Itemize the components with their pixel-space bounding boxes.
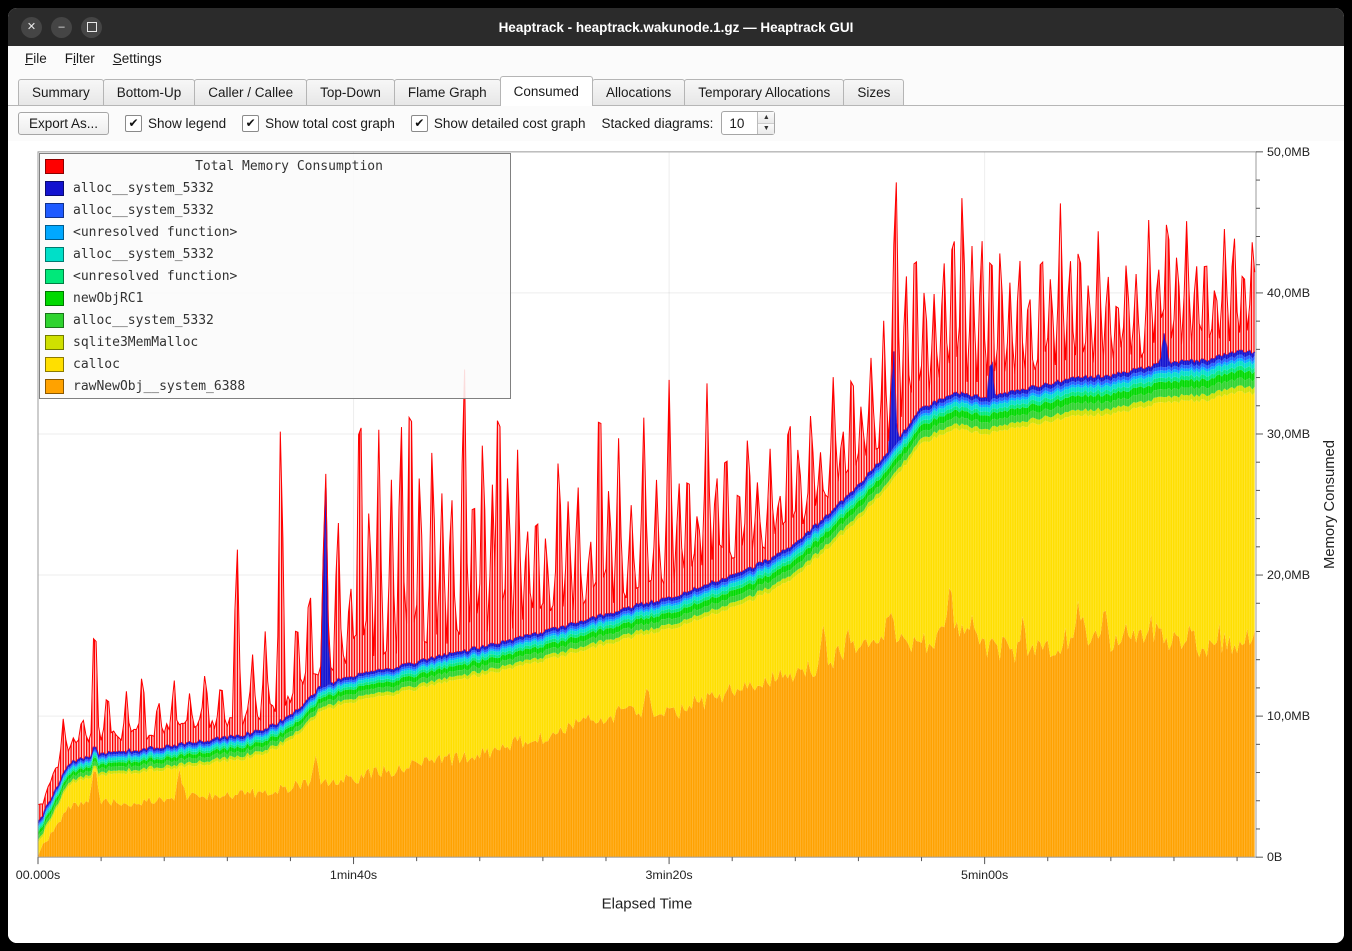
menubar: File Filter Settings (8, 46, 1344, 71)
tab-summary[interactable]: Summary (18, 79, 104, 105)
legend-swatch (45, 180, 64, 196)
stacked-diagrams-label: Stacked diagrams: (601, 115, 714, 131)
legend-item-label: newObjRC1 (73, 290, 144, 306)
tab-sizes[interactable]: Sizes (843, 79, 905, 105)
legend-item: <unresolved function> (40, 221, 510, 243)
legend-swatch (45, 356, 64, 372)
show-detailed-cost-checkbox[interactable]: ✔ Show detailed cost graph (410, 114, 586, 132)
y-tick-label: 30,0MB (1267, 427, 1310, 441)
stacked-diagrams-spinbox[interactable]: 10 ▲ ▼ (721, 111, 776, 135)
legend-item: alloc__system_5332 (40, 243, 510, 265)
show-total-cost-label: Show total cost graph (265, 115, 395, 131)
maximize-icon (86, 22, 97, 32)
tab-consumed[interactable]: Consumed (499, 76, 593, 106)
legend-swatch (45, 334, 64, 350)
checkbox-checked-icon: ✔ (125, 114, 143, 132)
x-tick-label: 3min20s (645, 868, 692, 882)
heaptrack-window: ✕ – Heaptrack - heaptrack.wakunode.1.gz … (8, 8, 1344, 943)
spin-up-icon: ▲ (762, 113, 770, 121)
legend-swatch (45, 158, 64, 174)
legend-item-label: alloc__system_5332 (73, 312, 214, 328)
legend-swatch (45, 224, 64, 240)
spin-down-icon: ▼ (762, 125, 770, 133)
y-tick-label: 10,0MB (1267, 709, 1310, 723)
menu-settings[interactable]: Settings (112, 51, 162, 66)
titlebar[interactable]: ✕ – Heaptrack - heaptrack.wakunode.1.gz … (8, 8, 1344, 46)
memory-chart[interactable]: 0B 10,0MB 20,0MB 30,0MB 40,0MB 50,0MB 00.000s 1… (8, 141, 1344, 943)
legend-swatch (45, 246, 64, 262)
spin-down-button[interactable]: ▼ (758, 123, 775, 134)
tab-flame-graph[interactable]: Flame Graph (393, 79, 501, 105)
close-button[interactable]: ✕ (21, 16, 42, 38)
y-axis-title: Memory Consumed (1322, 440, 1338, 569)
x-tick-label: 00.000s (16, 868, 60, 882)
menu-file[interactable]: File (25, 51, 47, 66)
chart-legend: Total Memory Consumption alloc__system_53… (39, 153, 511, 399)
legend-title: Total Memory Consumption (195, 158, 383, 174)
show-legend-checkbox[interactable]: ✔ Show legend (125, 114, 227, 132)
legend-swatch (45, 312, 64, 328)
checkbox-checked-icon: ✔ (410, 114, 428, 132)
legend-item-label: alloc__system_5332 (73, 246, 214, 262)
tab-bottom-up[interactable]: Bottom-Up (102, 79, 196, 105)
maximize-button[interactable] (81, 16, 102, 38)
legend-item: newObjRC1 (40, 287, 510, 309)
legend-item-label: alloc__system_5332 (73, 202, 214, 218)
legend-item: alloc__system_5332 (40, 199, 510, 221)
legend-item: rawNewObj__system_6388 (40, 375, 510, 397)
legend-item: alloc__system_5332 (40, 177, 510, 199)
menu-filter[interactable]: Filter (64, 51, 95, 66)
minimize-icon: – (58, 20, 65, 33)
minimize-button[interactable]: – (51, 16, 72, 38)
legend-item: sqlite3MemMalloc (40, 331, 510, 353)
legend-item-label: rawNewObj__system_6388 (73, 378, 246, 394)
show-detailed-cost-label: Show detailed cost graph (433, 115, 586, 131)
legend-item: <unresolved function> (40, 265, 510, 287)
legend-item: calloc (40, 353, 510, 375)
legend-item-label: sqlite3MemMalloc (73, 334, 199, 350)
tabbar: Summary Bottom-Up Caller / Callee Top-Do… (8, 71, 1344, 106)
window-title: Heaptrack - heaptrack.wakunode.1.gz — He… (498, 19, 854, 35)
show-total-cost-checkbox[interactable]: ✔ Show total cost graph (242, 114, 395, 132)
spin-up-button[interactable]: ▲ (758, 112, 775, 124)
tab-allocations[interactable]: Allocations (591, 79, 686, 105)
legend-item: alloc__system_5332 (40, 309, 510, 331)
legend-swatch (45, 290, 64, 306)
legend-item-label: <unresolved function> (73, 224, 238, 240)
stacked-diagrams-value[interactable]: 10 (729, 115, 745, 131)
plot-area[interactable] (38, 151, 1256, 858)
checkbox-checked-icon: ✔ (242, 114, 260, 132)
toolbar: Export As... ✔ Show legend ✔ Show total … (8, 106, 1344, 141)
tab-temporary-allocations[interactable]: Temporary Allocations (684, 79, 845, 105)
legend-item-label: calloc (73, 356, 120, 372)
close-icon: ✕ (26, 20, 37, 33)
legend-swatch (45, 202, 64, 218)
legend-swatch (45, 378, 64, 394)
y-tick-label: 0B (1267, 850, 1282, 864)
x-axis-title: Elapsed Time (602, 897, 693, 913)
y-tick-label: 40,0MB (1267, 286, 1310, 300)
chart-area: 0B 10,0MB 20,0MB 30,0MB 40,0MB 50,0MB 00.000s 1… (8, 141, 1344, 943)
y-tick-label: 20,0MB (1267, 568, 1310, 582)
spinbox-arrows: ▲ ▼ (757, 112, 775, 134)
legend-item-label: alloc__system_5332 (73, 180, 214, 196)
tab-top-down[interactable]: Top-Down (306, 79, 395, 105)
show-legend-label: Show legend (148, 115, 227, 131)
y-tick-label: 50,0MB (1267, 145, 1310, 159)
legend-title-row: Total Memory Consumption (40, 155, 510, 177)
legend-item-label: <unresolved function> (73, 268, 238, 284)
x-tick-label: 1min40s (330, 868, 377, 882)
export-as-button[interactable]: Export As... (18, 111, 110, 135)
tab-caller-callee[interactable]: Caller / Callee (194, 79, 308, 105)
x-tick-label: 5min00s (961, 868, 1008, 882)
legend-swatch (45, 268, 64, 284)
window-controls: ✕ – (21, 16, 102, 38)
